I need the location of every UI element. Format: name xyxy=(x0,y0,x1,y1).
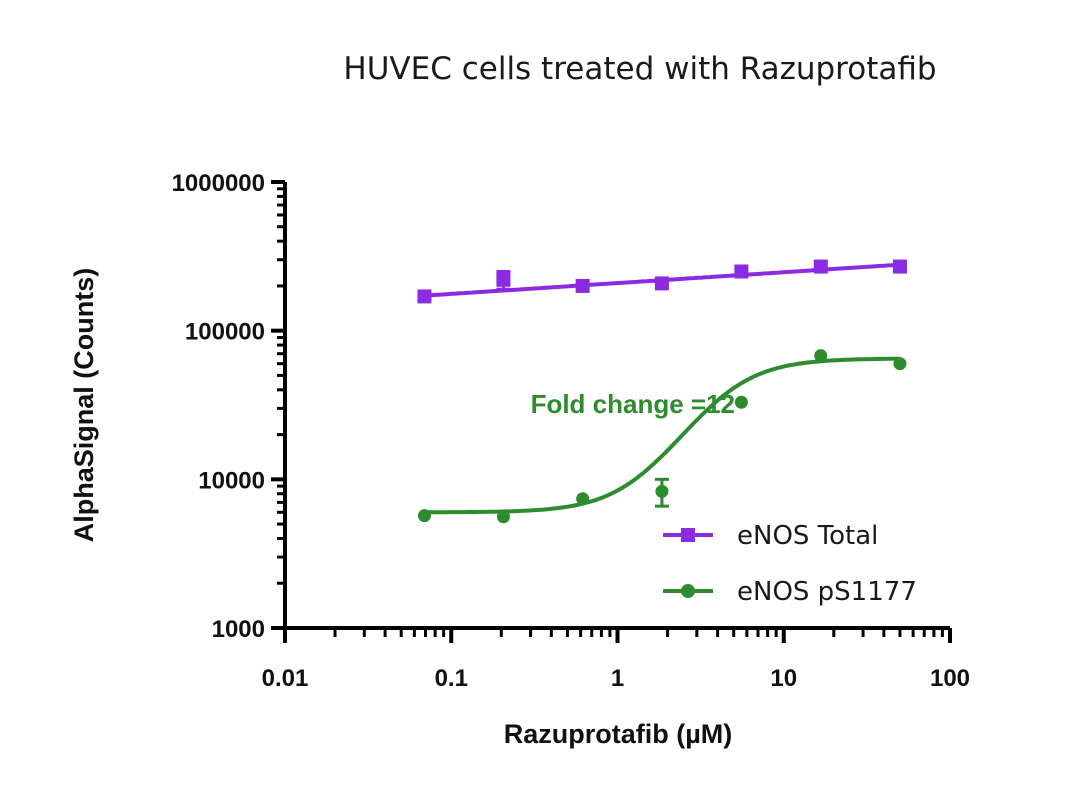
data-point xyxy=(892,259,907,274)
x-axis-label: Razuprotafib (µM) xyxy=(504,719,733,749)
data-point xyxy=(417,289,432,304)
data-point xyxy=(734,395,748,409)
x-tick-label: 100 xyxy=(930,665,970,692)
data-point xyxy=(496,510,510,524)
series-enos-ps1177 xyxy=(417,349,907,524)
fold-change-annotation: Fold change =12 xyxy=(531,389,735,419)
x-axis: 0.01 0.1 1 10 100 xyxy=(262,626,970,692)
x-tick-label: 0.1 xyxy=(435,665,468,692)
legend-label-enos-ps1177: eNOS pS1177 xyxy=(737,577,917,607)
y-axis-label: AlphaSignal (Counts) xyxy=(69,268,99,542)
legend-label-enos-total: eNOS Total xyxy=(737,521,878,551)
legend: eNOS Total eNOS pS1177 xyxy=(663,521,917,607)
y-tick-label: 1000 xyxy=(212,616,265,643)
legend-marker-enos-ps1177 xyxy=(681,584,695,598)
data-point xyxy=(576,492,590,506)
data-point xyxy=(654,276,669,291)
x-tick-label: 10 xyxy=(770,665,797,692)
x-tick-label: 0.01 xyxy=(262,665,309,692)
y-tick-label: 10000 xyxy=(198,467,265,494)
y-tick-label: 1000000 xyxy=(172,170,265,197)
legend-marker-enos-total xyxy=(681,528,695,542)
data-point xyxy=(575,278,590,293)
data-point xyxy=(417,509,431,523)
data-point xyxy=(813,259,828,274)
data-point xyxy=(496,272,511,287)
chart-title: HUVEC cells treated with Razuprotafib xyxy=(343,51,936,87)
data-point xyxy=(734,264,749,279)
plot-area xyxy=(417,259,907,524)
data-point xyxy=(893,357,907,371)
series-enos-total xyxy=(417,259,907,304)
data-point xyxy=(655,484,669,498)
data-point xyxy=(814,349,828,363)
y-tick-label: 100000 xyxy=(185,319,265,346)
y-axis: 1000 10000 100000 1000000 xyxy=(172,170,287,643)
x-tick-label: 1 xyxy=(611,665,624,692)
